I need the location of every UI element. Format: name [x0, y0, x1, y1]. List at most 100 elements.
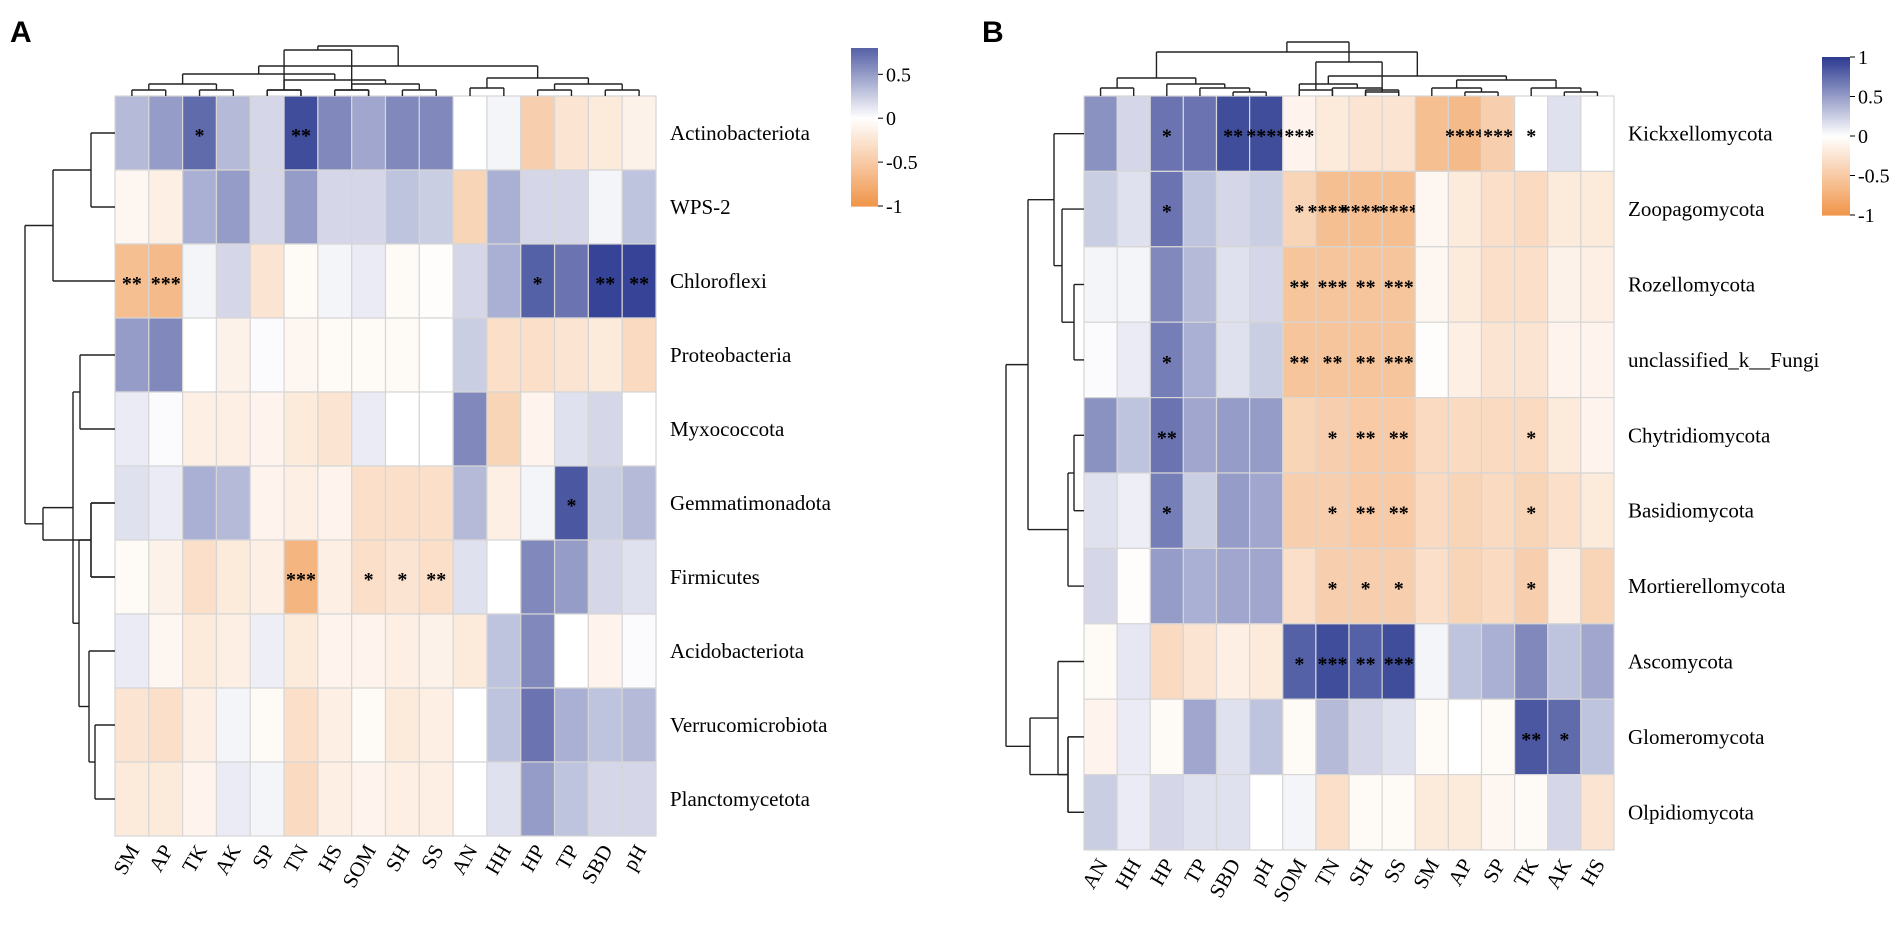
panel-b-significance-mark: * [1526, 578, 1536, 600]
panel-b-cell [1116, 698, 1151, 776]
panel-b-cell [1249, 246, 1284, 323]
panel-b-cell [1249, 95, 1284, 173]
panel-b-cell [1447, 246, 1483, 323]
panel-a-cell [384, 391, 420, 467]
panel-a-significance-mark: * [533, 273, 543, 295]
panel-a-cell [182, 613, 218, 689]
panel-b-cell [1149, 547, 1184, 625]
panel-a-cell [283, 169, 319, 245]
panel-a-cell [148, 761, 184, 837]
panel-b-cell [1315, 397, 1350, 474]
panel-a-column-label: TN [279, 841, 314, 877]
panel-b-significance-mark: *** [1384, 654, 1414, 676]
panel-b-cell [1547, 472, 1582, 550]
panel-b-cell [1116, 321, 1151, 399]
panel-a-cell [418, 613, 454, 689]
panel-a-row-label: Planctomycetota [670, 787, 811, 811]
panel-a-cell [215, 95, 251, 171]
panel-a-column-label: SOM [337, 840, 381, 892]
panel-a-row-label: Gemmatimonadota [670, 491, 832, 515]
panel-b-cell [1547, 698, 1582, 776]
panel-b-cell [1348, 547, 1383, 625]
panel-b-significance-mark: ** [1356, 503, 1376, 525]
panel-b-cell [1580, 397, 1615, 474]
panel-b-cell [1215, 397, 1251, 474]
panel-b-cell [1315, 773, 1350, 851]
panel-a-cell [182, 243, 218, 319]
panel-b-row-label: Glomeromycota [1628, 725, 1765, 749]
panel-b-cell [1083, 472, 1118, 550]
panel-b-significance-mark: * [1394, 578, 1404, 600]
panel-a-cell [351, 465, 387, 541]
panel-a-cell [553, 95, 589, 171]
panel-b-cell [1116, 472, 1151, 550]
panel-b-cell [1182, 623, 1218, 700]
panel-b-row-label: Zoopagomycota [1628, 197, 1765, 221]
panel-a-cell [182, 539, 218, 615]
panel-a-cell [283, 761, 319, 837]
panel-b-cell [1282, 170, 1317, 248]
panel-b-cell [1447, 698, 1483, 776]
panel-b-cell [1547, 623, 1582, 700]
panel-b-cell [1348, 698, 1383, 776]
panel-b-significance-mark: * [1327, 503, 1337, 525]
panel-a-cell [283, 687, 319, 763]
panel-a-column-label: pH [618, 841, 652, 875]
panel-b-cell [1215, 321, 1251, 399]
panel-b-cell [1348, 321, 1383, 399]
panel-b-cell [1547, 170, 1582, 248]
panel-a-cell [249, 613, 285, 689]
panel-b-dendrogram [1005, 41, 1599, 813]
panel-a-cell [553, 465, 589, 541]
panel-a-row-label: Myxococcota [670, 417, 785, 441]
panel-b-cell [1282, 397, 1317, 474]
panel-b-cell [1480, 773, 1516, 851]
panel-b-cell [1149, 698, 1184, 776]
panel-b-cell [1116, 547, 1151, 625]
panel-b-cell [1282, 773, 1317, 851]
panel-a-cell [114, 95, 150, 171]
panel-a-cell [283, 95, 319, 171]
panel-b-cell [1514, 246, 1549, 323]
panel-a-cell [553, 243, 589, 319]
panel-b-significance-mark: ** [1389, 503, 1409, 525]
panel-a-cell [486, 465, 522, 541]
panel-a-cell [249, 539, 285, 615]
panel-a-cell [452, 539, 488, 615]
panel-b-cell [1381, 773, 1416, 851]
panel-a-cell [351, 687, 387, 763]
panel-b-cell [1480, 95, 1516, 173]
panel-b-cell [1580, 246, 1615, 323]
panel-a-cell [351, 243, 387, 319]
panel-b-significance-mark: ** [1322, 352, 1342, 374]
panel-b-row-label: unclassified_k__Fungi [1628, 348, 1819, 372]
panel-a-cell [384, 317, 420, 393]
panel-a-cell [520, 687, 556, 763]
panel-a-cell [182, 465, 218, 541]
panel-b-cell [1083, 95, 1118, 173]
panel-a-cell [621, 761, 657, 837]
panel-b-column-label: SOM [1268, 854, 1312, 906]
panel-b-significance-mark: * [1162, 126, 1172, 148]
panel-a-cell [520, 317, 556, 393]
panel-b-significance-mark: * [1327, 427, 1337, 449]
panel-b-cell [1348, 773, 1383, 851]
panel-a-cell [351, 761, 387, 837]
panel-a-cell [486, 539, 522, 615]
panel-a-cell [249, 95, 285, 171]
panel-b-legend-tick: -0.5 [1858, 166, 1890, 188]
panel-b-significance-mark: **** [1246, 126, 1286, 148]
panel-b-cell [1149, 246, 1184, 323]
panel-b-cell [1182, 472, 1218, 550]
panel-a-column-label: SBD [576, 841, 617, 888]
panel-a-cell [182, 95, 218, 171]
panel-a-row-label: Acidobacteriota [670, 639, 805, 663]
panel-a-legend-tick: 0 [886, 108, 896, 130]
panel-a-cell [114, 613, 150, 689]
panel-a-cell [418, 391, 454, 467]
panel-a-heatmap: * **** *** * ** ****** * * **ActinobacteriotaWPS… [24, 45, 918, 892]
panel-a-legend-tick: 0.5 [886, 64, 911, 86]
panel-b-column-label: SM [1408, 854, 1444, 893]
panel-b-cell [1348, 397, 1383, 474]
panel-a-cell [182, 391, 218, 467]
